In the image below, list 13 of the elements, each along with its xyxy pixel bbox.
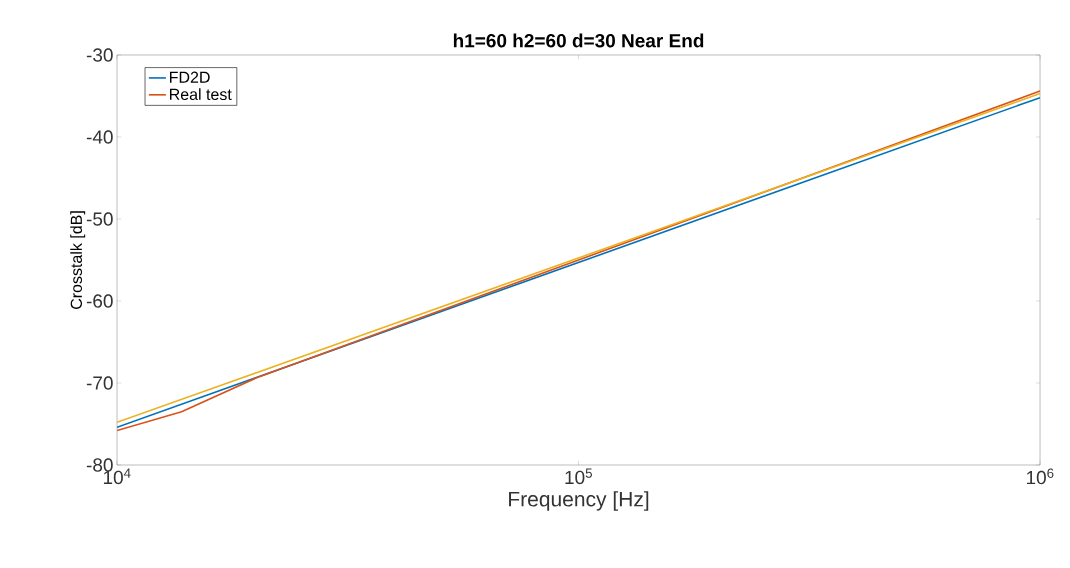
legend-label: Real test xyxy=(170,88,232,101)
y-tick-label: -80 xyxy=(86,458,113,472)
y-tick-label: -30 xyxy=(86,48,113,62)
legend-label: FD2D xyxy=(170,71,210,83)
x-tick-label: 10$^{6}$ xyxy=(1026,468,1054,485)
x-axis-title: Frequency [Hz] xyxy=(509,491,649,511)
chart-title: h1=60 h2=60 d=30 Near End xyxy=(453,33,704,48)
y-tick-label: -40 xyxy=(86,130,113,144)
y-tick-label: -60 xyxy=(86,294,113,308)
y-axis-title: Crosstalk [dB] xyxy=(70,211,86,309)
y-tick-label: -70 xyxy=(86,376,113,390)
x-tick-label: 10$^{5}$ xyxy=(565,468,592,485)
y-tick-label: -50 xyxy=(86,212,113,226)
